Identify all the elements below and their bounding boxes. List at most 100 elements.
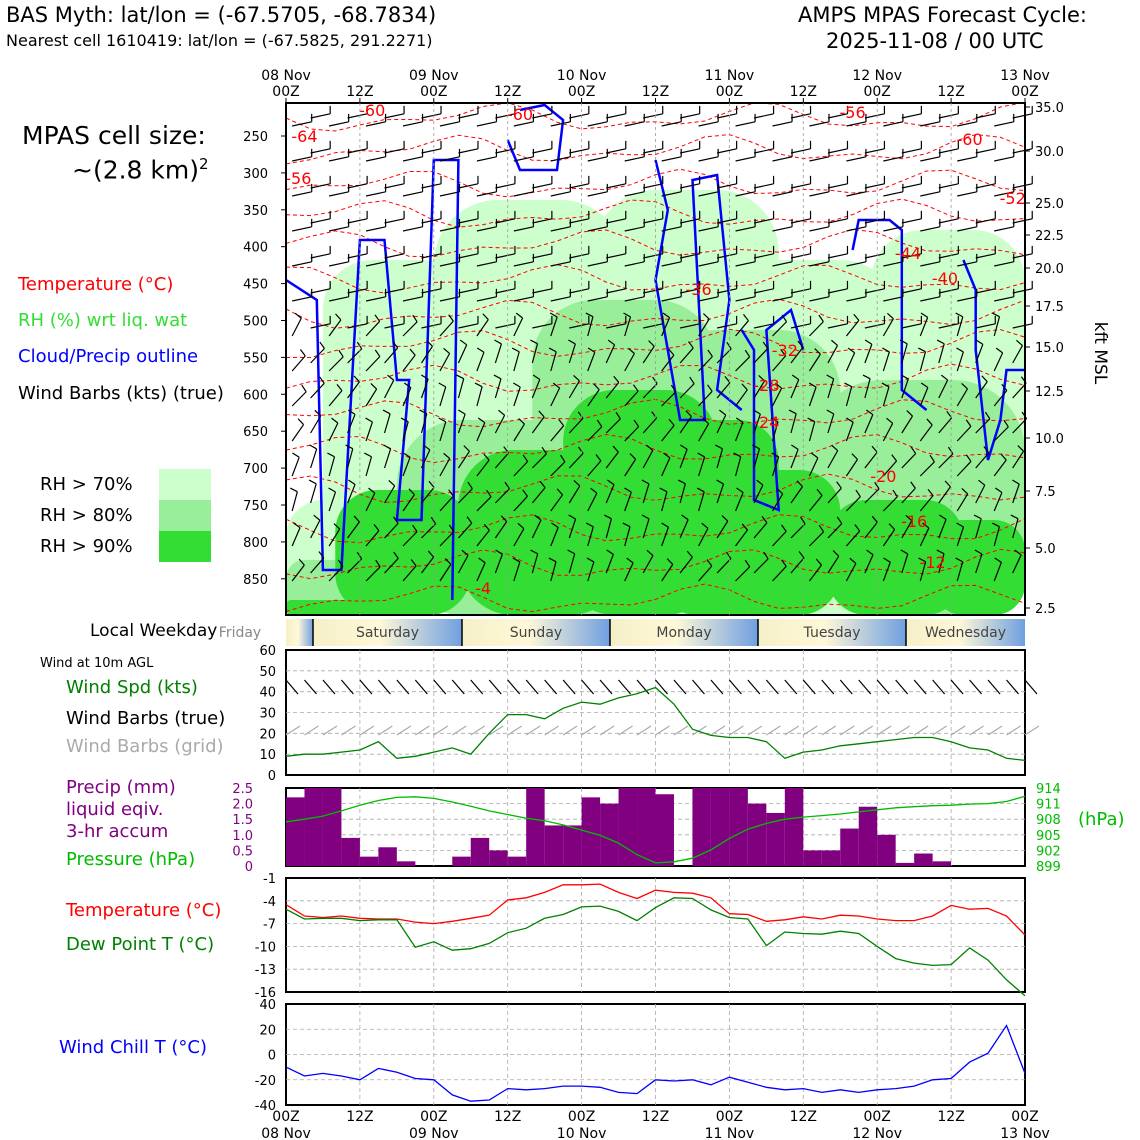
wind-barb-shaft [661, 296, 682, 302]
top-hour-label: 12Z [494, 84, 521, 100]
wind-barb-feather [494, 339, 502, 345]
wind-barb-shaft [365, 191, 386, 197]
precip-bar [637, 788, 656, 866]
wind-barb-shaft [864, 253, 885, 259]
bottom-hour-label: 12Z [494, 1109, 521, 1125]
temperature-tick-label: -7 [263, 918, 276, 933]
pressure-tick-label: 899 [1036, 860, 1061, 875]
wind-barb-shaft [975, 344, 984, 364]
wind-barb-shaft [384, 148, 405, 154]
weekday-cell [313, 619, 462, 646]
surface-barb-true [525, 679, 539, 695]
wind-barb-shaft [975, 452, 990, 469]
wind-barb-feather [832, 550, 840, 557]
wind-barb-shaft [790, 253, 811, 259]
wind-barb-feather [680, 444, 688, 450]
wind-barb-shaft [531, 416, 545, 434]
height-kft-label: 2.5 [1035, 602, 1056, 617]
wind-barb-shaft [643, 148, 663, 154]
wind-barb-shaft [606, 288, 626, 294]
wind-barb-shaft [292, 156, 312, 162]
wind-barb-feather [883, 557, 891, 563]
wind-barb-shaft [458, 323, 479, 329]
wind-barb-feather [552, 382, 560, 389]
cell-size-label: MPAS cell size: [22, 121, 206, 150]
height-axis-title: kft MSL [1090, 322, 1110, 385]
surface-barb-true [858, 679, 872, 695]
wind-barbs [289, 105, 1033, 582]
wind-barb-shaft [919, 351, 927, 372]
wind-barb-feather [590, 487, 598, 494]
wind-barb-feather [338, 349, 344, 358]
wind-barb-feather [956, 522, 964, 528]
wind-barb-feather [461, 549, 469, 556]
wind-barb-shaft [328, 261, 349, 267]
wind-barb-shaft [864, 323, 885, 329]
wind-barb-feather [940, 374, 949, 381]
weekday-cell [610, 619, 758, 646]
wind-barb-shaft [735, 529, 748, 547]
wind-barb-shaft [938, 323, 959, 329]
wind-barb-shaft [716, 520, 729, 539]
wind-barb-shaft [402, 354, 416, 372]
wind-barb-shaft [790, 113, 811, 119]
wind-barb-feather [368, 487, 376, 494]
wind-barb-shaft [975, 113, 996, 119]
wind-barb-feather [641, 479, 650, 485]
wind-barb-shaft [458, 183, 479, 189]
wind-barb-shaft [606, 183, 626, 189]
precip-bar [858, 806, 878, 866]
wind-barb-shaft [402, 226, 423, 232]
legend-pressure: Pressure (hPa) [66, 849, 196, 870]
surface-barb-grid [636, 725, 652, 736]
wind-barb-feather [443, 452, 451, 459]
wind-barb-feather [735, 417, 744, 423]
wind-barb-shaft [1012, 148, 1033, 154]
wind-barb-shaft [439, 320, 454, 337]
rh80-swatch [159, 500, 211, 531]
wind-barb-shaft [845, 496, 861, 512]
precip-bar [692, 788, 711, 866]
wind-barb-shaft [993, 459, 1007, 477]
wind-barb-shaft [642, 450, 654, 469]
surface-barb-grid [766, 725, 781, 736]
wind-barb-shaft [513, 495, 528, 512]
wind-barb-shaft [679, 483, 686, 504]
wind-barb-shaft [532, 253, 553, 259]
wind-barb-feather [448, 314, 454, 322]
wind-barb-shaft [661, 391, 677, 407]
wind-barb-shaft [809, 191, 830, 197]
legend-wind-barbs-grid: Wind Barbs (grid) [66, 736, 224, 757]
surface-barb-grid [969, 725, 984, 736]
surface-barb-grid [673, 725, 689, 736]
wind-barb-feather [373, 524, 380, 532]
wind-barb-shaft [680, 183, 700, 189]
wind-barb-feather [393, 516, 399, 524]
bottom-hour-label: 00Z [716, 1109, 743, 1125]
temperature-tick-label: -1 [263, 872, 276, 887]
bottom-hour-label: 12Z [790, 1109, 817, 1125]
surface-barb-true [821, 679, 835, 695]
wind-barb-shaft [809, 226, 830, 232]
wind-barb-feather [1001, 383, 1008, 391]
wind-barb-feather [788, 409, 797, 415]
wind-barb-shaft [292, 226, 312, 232]
wind-barb-feather [585, 522, 594, 528]
pressure-level-label: 550 [243, 351, 268, 366]
wind-barb-feather [670, 384, 677, 393]
wind-barb-shaft [310, 415, 322, 434]
wind-barb-shaft [753, 484, 764, 504]
wind-barb-feather [920, 312, 929, 318]
wind-barb-shaft [957, 226, 977, 232]
top-hour-label: 12Z [937, 84, 964, 100]
temperature-line [285, 883, 1026, 936]
wind-barb-shaft [532, 218, 553, 224]
wind-barb-shaft [882, 562, 891, 582]
top-hour-label: 12Z [346, 84, 373, 100]
wind-barb-feather [522, 489, 528, 497]
surface-barb-true [895, 679, 909, 695]
legend-cloud: Cloud/Precip outline [18, 346, 199, 367]
wind-barb-feather [517, 522, 525, 530]
wind-barb-feather [851, 453, 858, 460]
wind-barb-shaft [698, 261, 719, 267]
